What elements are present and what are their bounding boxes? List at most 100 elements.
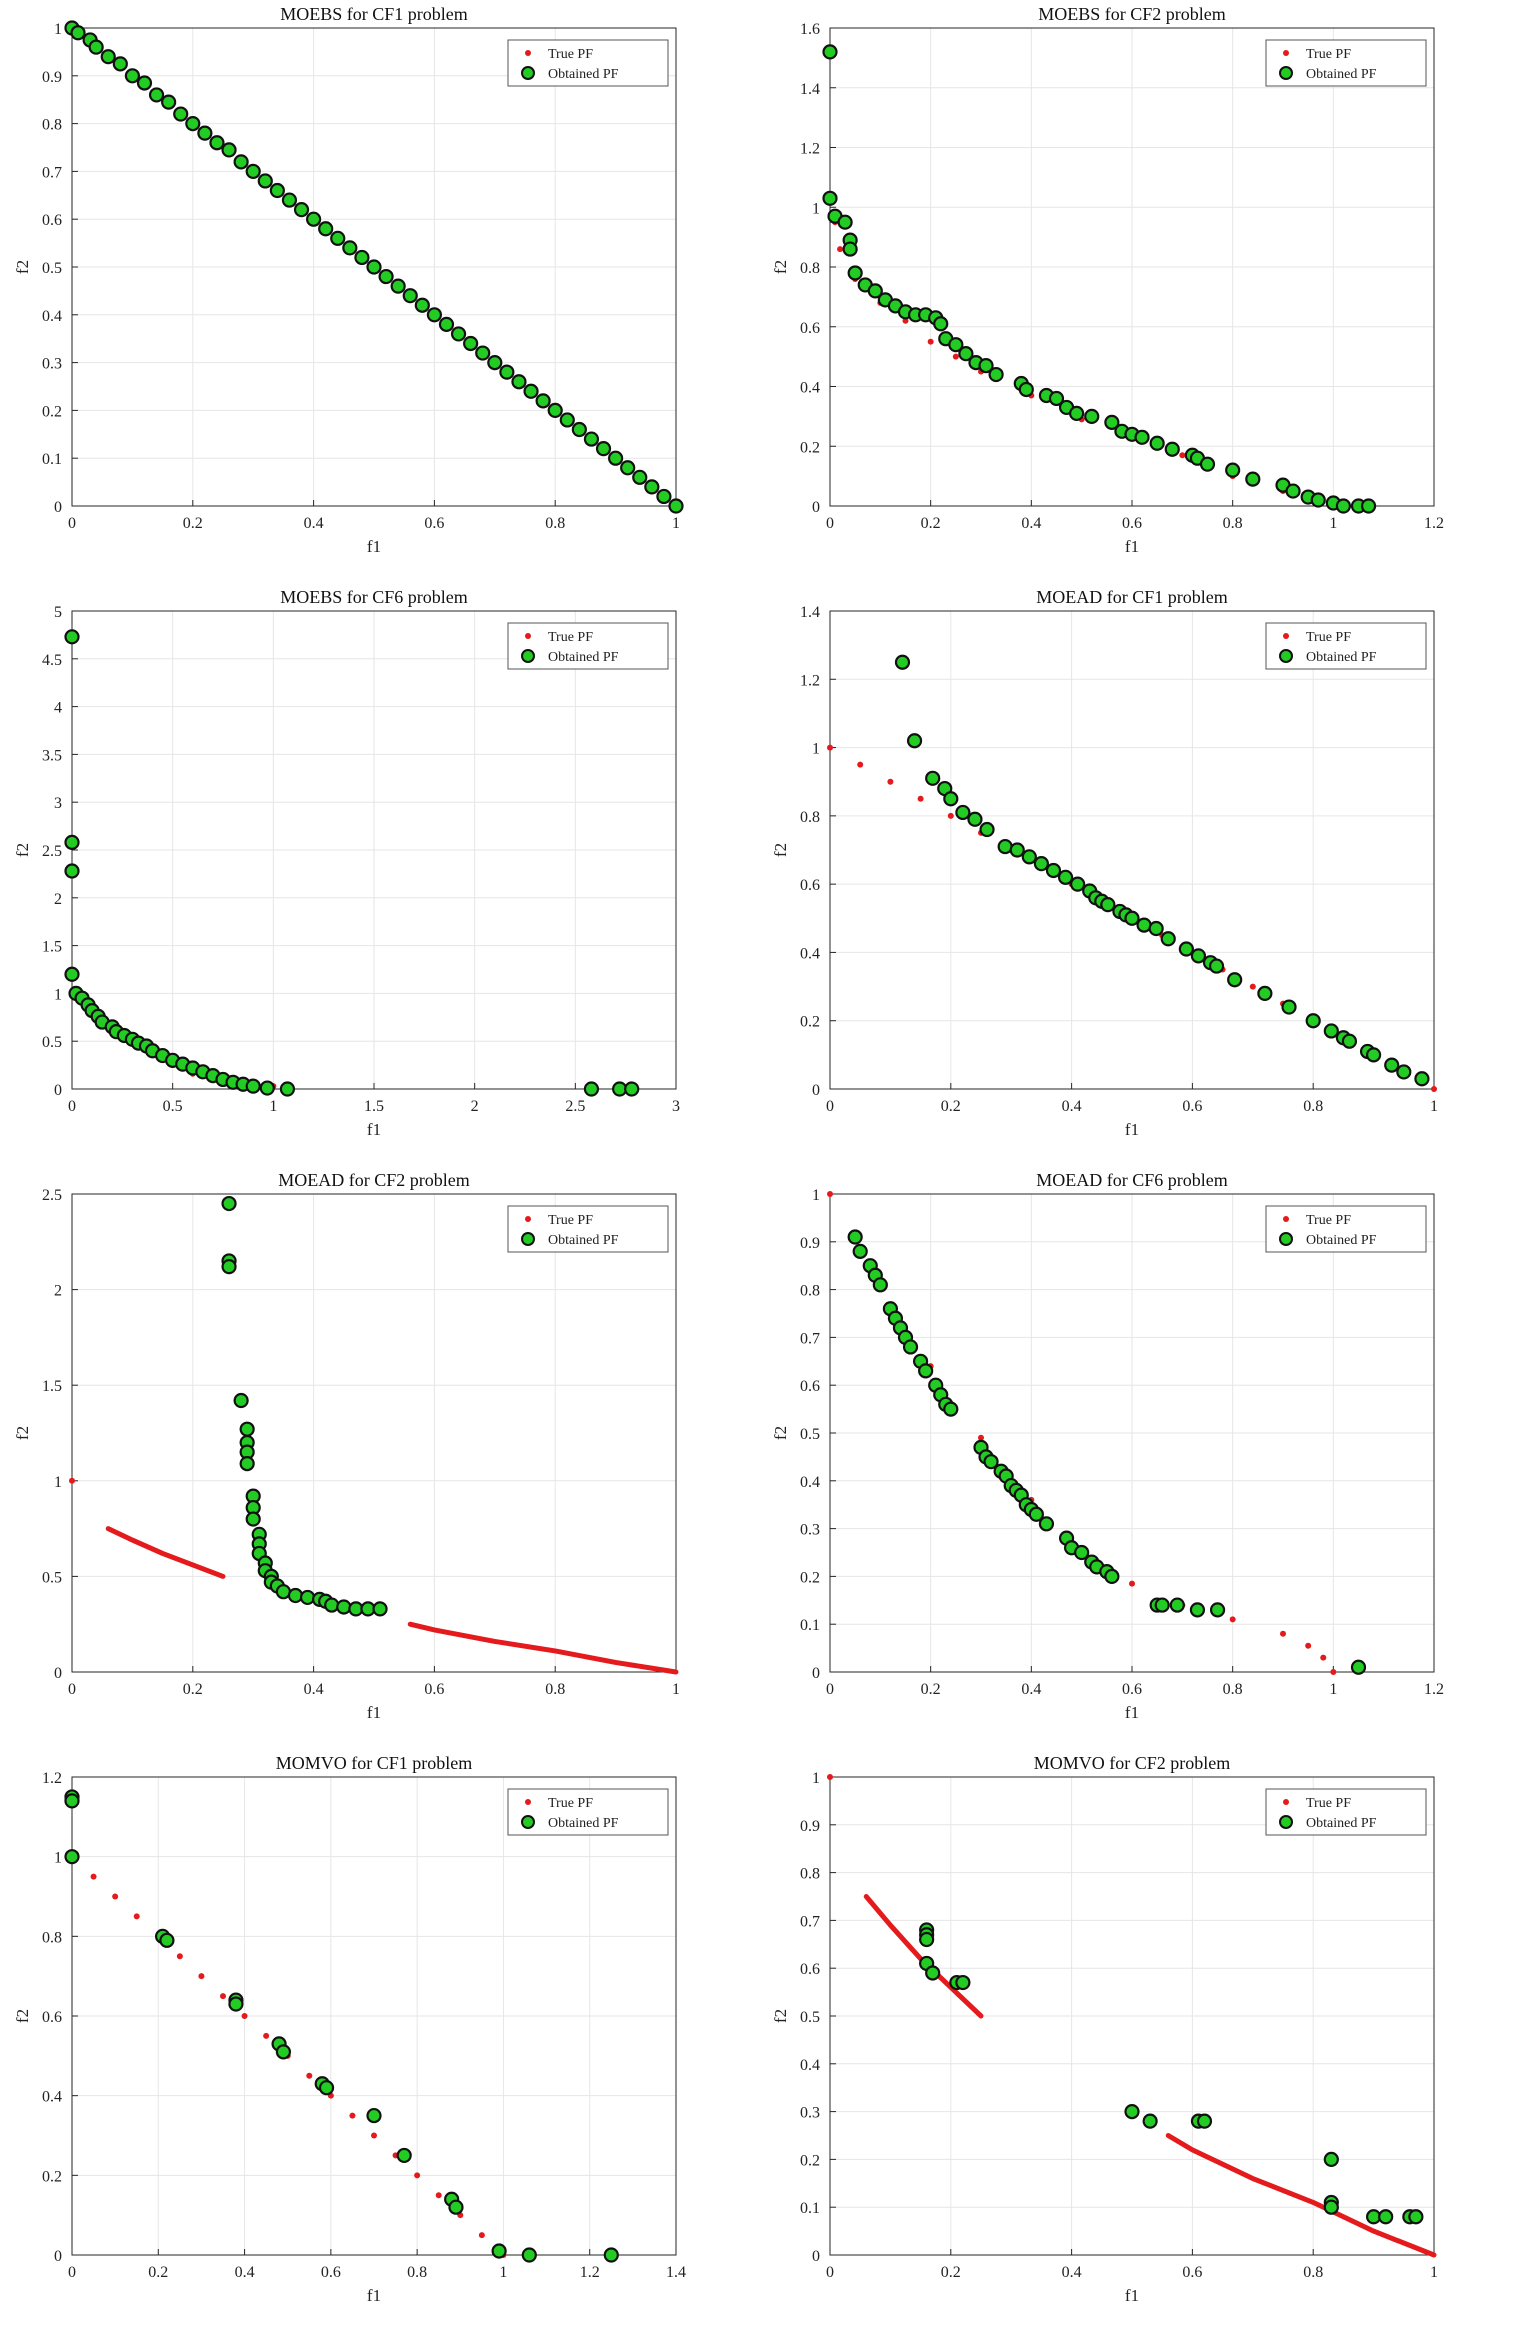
chart-title: MOMVO for CF2 problem <box>1034 1753 1231 1773</box>
x-tick-label: 1 <box>1430 1098 1438 1115</box>
y-tick-label: 0.6 <box>800 320 820 337</box>
legend: True PF Obtained PF <box>507 1205 669 1253</box>
legend-label-true-pf: True PF <box>548 1796 593 1811</box>
obtained-pf-point <box>209 135 225 151</box>
obtained-pf-point <box>112 56 128 72</box>
legend-box <box>507 622 669 670</box>
obtained-pf-point <box>1038 1516 1055 1532</box>
x-tick-label: 0.4 <box>1062 2264 1082 2281</box>
y-tick-label: 0.5 <box>800 1426 820 1443</box>
legend-marker-obtained-pf <box>1279 1232 1293 1246</box>
x-tick-label: 0.5 <box>163 1098 183 1115</box>
y-axis-label: f2 <box>13 843 32 857</box>
y-tick-label: 1 <box>812 1187 820 1204</box>
obtained-pf-point <box>521 2247 537 2263</box>
y-tick-label: 1 <box>54 1474 62 1491</box>
x-axis-label: f1 <box>1125 2286 1139 2305</box>
true-pf-point <box>827 1191 833 1197</box>
legend-label-true-pf: True PF <box>1306 1796 1351 1811</box>
y-tick-label: 1 <box>812 741 820 758</box>
y-tick-label: 1.2 <box>800 141 820 158</box>
obtained-pf-point <box>979 821 995 838</box>
chart-panel-moebs-cf2: 0 0.2 0.4 0.6 0.8 1 1.2 0 0.2 0.4 0.6 0.8 1 1.2 1.4 1.6… <box>758 0 1516 583</box>
legend-label-true-pf: True PF <box>548 47 593 62</box>
legend-box <box>1265 1205 1427 1253</box>
true-pf-point <box>837 246 844 253</box>
chart-panel-moead-cf6: 0 0.2 0.4 0.6 0.8 1 1.2 0 0.1 0.2 0.3 0.4 0.5 0.6 0.7 0… <box>758 1166 1516 1749</box>
legend-label-obtained-pf: Obtained PF <box>548 67 619 82</box>
y-tick-label: 0 <box>812 1082 820 1099</box>
legend-marker-obtained-pf <box>521 1232 535 1246</box>
y-tick-label: 0.2 <box>800 1014 820 1031</box>
x-axis-label: f1 <box>367 1703 381 1722</box>
obtained-pf-point <box>1323 2199 1339 2215</box>
x-tick-label: 0.6 <box>1122 515 1142 532</box>
obtained-pf-point <box>148 87 165 103</box>
obtained-pf-point <box>306 211 322 227</box>
obtained-pf-point <box>1365 1047 1382 1063</box>
y-tick-label: 0.2 <box>42 403 62 420</box>
true-pf-point <box>90 1873 97 1880</box>
obtained-pf-point <box>390 278 406 294</box>
y-tick-label: 0.4 <box>800 945 820 962</box>
legend-marker-true-pf <box>525 633 531 639</box>
x-tick-label: 0.6 <box>424 515 444 532</box>
y-tick-label: 1.6 <box>800 21 820 38</box>
legend-marker-obtained-pf <box>1279 66 1293 80</box>
obtained-pf-point <box>1208 958 1225 974</box>
x-tick-label: 0.6 <box>1182 2264 1202 2281</box>
y-tick-label: 0.6 <box>800 1961 820 1978</box>
obtained-pf-point <box>1323 1023 1339 1039</box>
y-axis-label: f2 <box>771 2009 790 2023</box>
legend: True PF Obtained PF <box>1265 622 1427 670</box>
y-tick-label: 1 <box>54 21 62 38</box>
y-tick-label: 0.5 <box>42 1034 62 1051</box>
x-tick-label: 0 <box>826 1098 834 1115</box>
obtained-pf-point <box>136 75 153 91</box>
y-tick-label: 0.7 <box>800 1330 820 1347</box>
obtained-pf-point <box>1245 471 1261 487</box>
x-tick-label: 0.4 <box>235 2264 255 2281</box>
y-tick-label: 0.5 <box>42 1569 62 1586</box>
obtained-pf-point <box>1160 931 1176 947</box>
true-pf-point <box>371 2132 377 2139</box>
y-tick-label: 0 <box>812 1665 820 1682</box>
obtained-pf-point <box>1148 920 1164 937</box>
y-tick-label: 0.2 <box>800 439 820 456</box>
obtained-pf-point <box>1281 999 1297 1015</box>
y-tick-label: 2.5 <box>42 1187 62 1204</box>
true-pf-point <box>917 795 924 802</box>
legend-label-true-pf: True PF <box>1306 1213 1351 1228</box>
y-tick-label: 1.2 <box>800 672 820 689</box>
x-tick-label: 0.8 <box>1223 1681 1243 1698</box>
x-tick-label: 0.4 <box>304 1681 324 1698</box>
obtained-pf-point <box>64 629 80 645</box>
obtained-pf-point <box>161 94 177 110</box>
true-pf-point <box>1249 983 1256 990</box>
legend: True PF Obtained PF <box>507 39 669 87</box>
y-tick-label: 0.3 <box>42 356 62 373</box>
obtained-pf-point <box>1134 429 1150 445</box>
obtained-pf-point <box>978 357 994 374</box>
obtained-pf-point <box>997 838 1013 855</box>
x-tick-label: 0.8 <box>1303 1098 1323 1115</box>
y-tick-label: 0 <box>54 1665 62 1682</box>
chart-title: MOEAD for CF6 problem <box>1036 1170 1228 1190</box>
y-tick-label: 0.6 <box>42 2009 62 2026</box>
obtained-pf-point <box>943 1401 959 1417</box>
obtained-pf-point <box>221 1195 237 1212</box>
obtained-pf-point <box>867 283 883 299</box>
obtained-pf-point <box>1209 1602 1226 1618</box>
legend-label-obtained-pf: Obtained PF <box>1306 1816 1377 1831</box>
legend-box <box>1265 1788 1427 1836</box>
true-pf-point <box>241 2013 248 2019</box>
obtained-pf-point <box>1199 456 1216 472</box>
y-axis-label: f2 <box>771 1426 790 1440</box>
y-tick-label: 0.8 <box>42 1929 62 1946</box>
y-tick-label: 1 <box>812 200 820 217</box>
y-tick-label: 0 <box>812 499 820 516</box>
obtained-pf-point <box>656 488 672 505</box>
obtained-pf-point <box>1021 849 1037 865</box>
x-tick-label: 0.4 <box>1021 1681 1041 1698</box>
y-tick-label: 0.8 <box>800 260 820 277</box>
